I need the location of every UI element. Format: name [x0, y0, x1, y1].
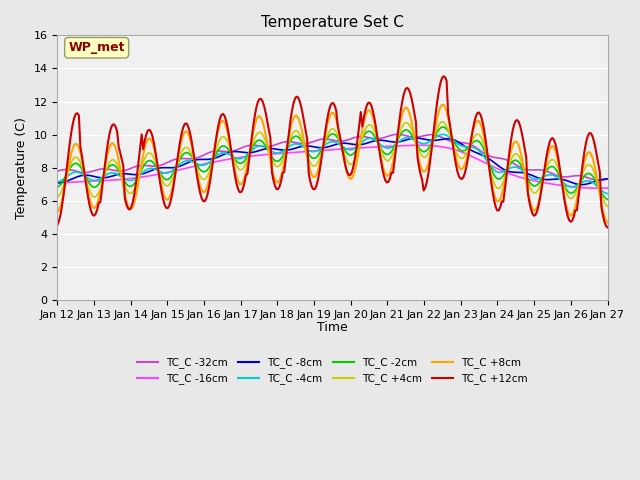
Line: TC_C +12cm: TC_C +12cm [58, 76, 607, 228]
Line: TC_C -8cm: TC_C -8cm [58, 138, 607, 185]
TC_C -32cm [218, 148, 225, 154]
TC_C -8cm [575, 181, 582, 187]
TC_C -8cm [121, 171, 129, 177]
Legend: TC_C -32cm, TC_C -16cm, TC_C -8cm, TC_C -4cm, TC_C -2cm, TC_C +4cm, TC_C +8cm, T: TC_C -32cm, TC_C -16cm, TC_C -8cm, TC_C … [132, 353, 532, 389]
TC_C +12cm [121, 195, 129, 201]
Line: TC_C -2cm: TC_C -2cm [58, 127, 607, 199]
TC_C +12cm [54, 222, 61, 228]
TC_C -32cm [596, 178, 604, 183]
TC_C -2cm [604, 196, 611, 202]
TC_C -2cm [236, 160, 244, 166]
TC_C -32cm [245, 143, 253, 148]
Line: TC_C -32cm: TC_C -32cm [58, 134, 607, 180]
TC_C -16cm [54, 180, 61, 186]
TC_C +8cm [438, 102, 446, 108]
TC_C +8cm [604, 219, 611, 225]
TC_C -16cm [294, 149, 302, 155]
TC_C +8cm [245, 153, 253, 158]
TC_C +4cm [121, 183, 129, 189]
Title: Temperature Set C: Temperature Set C [261, 15, 404, 30]
Line: TC_C +4cm: TC_C +4cm [58, 122, 607, 206]
TC_C +4cm [54, 194, 61, 200]
TC_C +12cm [245, 158, 253, 164]
TC_C -32cm [236, 146, 244, 152]
Line: TC_C +8cm: TC_C +8cm [58, 105, 607, 222]
TC_C -4cm [575, 182, 582, 188]
TC_C -32cm [121, 168, 129, 173]
TC_C +12cm [218, 112, 225, 118]
TC_C -8cm [245, 150, 253, 156]
TC_C -2cm [294, 134, 302, 140]
TC_C -16cm [593, 185, 600, 191]
TC_C +12cm [604, 225, 611, 230]
TC_C -4cm [604, 191, 611, 196]
TC_C +4cm [604, 204, 611, 209]
TC_C -4cm [121, 176, 129, 182]
TC_C +12cm [440, 73, 447, 79]
TC_C -32cm [54, 168, 61, 174]
TC_C -16cm [218, 157, 225, 163]
TC_C -8cm [54, 180, 61, 186]
TC_C +12cm [575, 196, 582, 202]
Line: TC_C -16cm: TC_C -16cm [58, 145, 607, 188]
TC_C -8cm [236, 149, 244, 155]
TC_C -16cm [121, 176, 129, 182]
X-axis label: Time: Time [317, 322, 348, 335]
TC_C +4cm [438, 119, 446, 125]
TC_C -4cm [294, 141, 302, 147]
TC_C -8cm [604, 176, 611, 182]
TC_C -8cm [412, 135, 420, 141]
TC_C +4cm [245, 152, 253, 158]
TC_C -16cm [575, 184, 582, 190]
TC_C +4cm [575, 183, 582, 189]
TC_C -8cm [218, 153, 225, 158]
TC_C +8cm [121, 192, 129, 197]
TC_C -8cm [294, 144, 302, 150]
TC_C -16cm [245, 154, 253, 159]
TC_C -16cm [415, 143, 423, 148]
TC_C -4cm [236, 156, 244, 162]
Text: WP_met: WP_met [68, 41, 125, 54]
TC_C +8cm [294, 115, 302, 120]
TC_C -32cm [294, 140, 302, 146]
TC_C +4cm [218, 135, 225, 141]
TC_C -2cm [575, 183, 582, 189]
TC_C -4cm [54, 179, 61, 185]
TC_C -16cm [604, 185, 611, 191]
TC_C -2cm [440, 124, 447, 130]
Line: TC_C -4cm: TC_C -4cm [58, 134, 607, 193]
TC_C -32cm [394, 132, 401, 137]
TC_C -8cm [578, 182, 586, 188]
TC_C -4cm [438, 132, 446, 137]
TC_C +8cm [575, 189, 582, 195]
TC_C -2cm [218, 144, 225, 149]
TC_C -32cm [575, 173, 582, 179]
TC_C -4cm [218, 150, 225, 156]
TC_C +8cm [218, 119, 225, 124]
TC_C -2cm [121, 179, 129, 185]
TC_C +4cm [236, 167, 244, 172]
TC_C -16cm [236, 155, 244, 160]
TC_C -2cm [245, 151, 253, 156]
TC_C +12cm [294, 95, 302, 100]
TC_C -2cm [54, 184, 61, 190]
TC_C +4cm [294, 129, 302, 135]
TC_C +12cm [236, 189, 244, 195]
TC_C +8cm [54, 209, 61, 215]
TC_C +8cm [236, 181, 244, 187]
TC_C -32cm [604, 176, 611, 182]
Y-axis label: Temperature (C): Temperature (C) [15, 117, 28, 219]
TC_C -4cm [245, 150, 253, 156]
